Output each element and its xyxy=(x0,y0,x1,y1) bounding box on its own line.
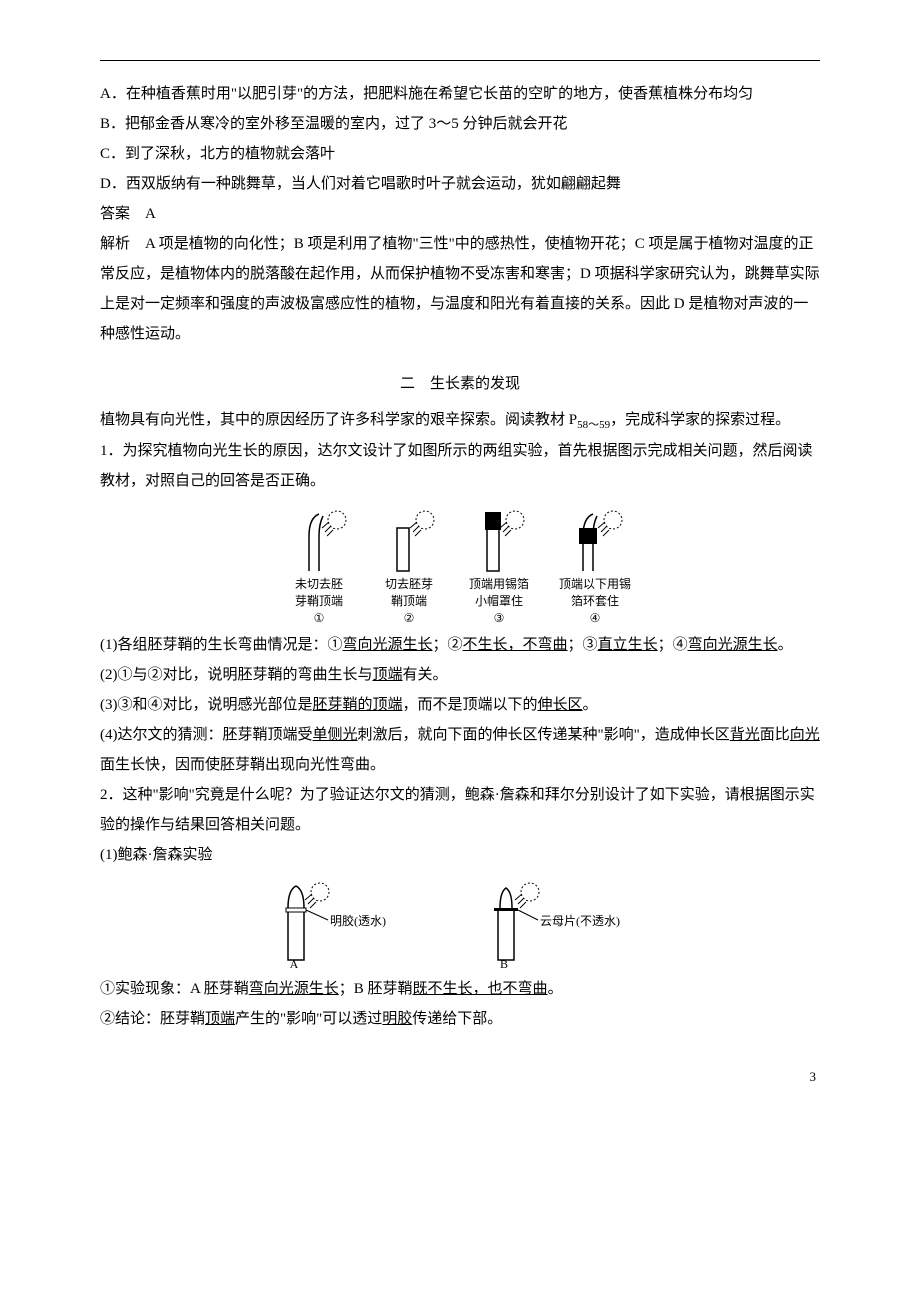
q1-1b: ；② xyxy=(433,637,463,653)
r2u1: 顶端 xyxy=(205,1011,235,1027)
fig1-c3b: 小帽罩住 xyxy=(475,593,523,610)
q1-3b: ，而不是顶端以下的 xyxy=(403,697,538,713)
q1-4b: 刺激后，就向下面的伸长区传递某种"影响"，造成伸长区 xyxy=(358,727,730,743)
fig1-c1b: 芽鞘顶端 xyxy=(295,593,343,610)
r1u2: 既不生长，也不弯曲 xyxy=(413,981,548,997)
r2a: ②结论：胚芽鞘 xyxy=(100,1011,205,1027)
q1-4d: 面生长快，因而使胚芽鞘出现向光性弯曲。 xyxy=(100,757,385,773)
q1-3a: (3)③和④对比，说明感光部位是 xyxy=(100,697,313,713)
fig1-c1a: 未切去胚 xyxy=(295,576,343,593)
fig1-svg-1 xyxy=(289,506,349,576)
q2-text: 2．这种"影响"究竟是什么呢？为了验证达尔文的猜测，鲍森·詹森和拜尔分别设计了如… xyxy=(100,780,820,840)
fig1-c4c: ④ xyxy=(590,610,601,627)
r1u1: 弯向光源生长 xyxy=(249,981,339,997)
option-b: B．把郁金香从寒冷的室外移至温暖的室内，过了 3～5 分钟后就会开花 xyxy=(100,109,820,139)
q1-1c: ；③ xyxy=(568,637,598,653)
q1-3u1: 胚芽鞘的顶端 xyxy=(313,697,403,713)
q1-4u2: 背光 xyxy=(730,727,760,743)
page-number: 3 xyxy=(100,1064,820,1090)
q1-1u2: 不生长，不弯曲 xyxy=(463,637,568,653)
q1-4u3: 向光 xyxy=(790,727,820,743)
q1-3: (3)③和④对比，说明感光部位是胚芽鞘的顶端，而不是顶端以下的伸长区。 xyxy=(100,690,820,720)
q1-1e: 。 xyxy=(778,637,793,653)
answer-line: 答案 A xyxy=(100,199,820,229)
fig1-c2b: 鞘顶端 xyxy=(391,593,427,610)
fig2-b-label2: B xyxy=(500,957,508,970)
fig2-b-label1: 云母片(不透水) xyxy=(540,914,620,928)
q1-text: 1．为探究植物向光生长的原因，达尔文设计了如图所示的两组实验，首先根据图示完成相… xyxy=(100,436,820,496)
fig1-svg-3 xyxy=(469,506,529,576)
fig2-col-b: 云母片(不透水) B xyxy=(480,880,650,970)
q1-4c: 面比 xyxy=(760,727,790,743)
fig1-c4a: 顶端以下用锡 xyxy=(559,576,631,593)
q1-4a: (4)达尔文的猜测：胚芽鞘顶端受 xyxy=(100,727,313,743)
option-c: C．到了深秋，北方的植物就会落叶 xyxy=(100,139,820,169)
result-2: ②结论：胚芽鞘顶端产生的"影响"可以透过明胶传递给下部。 xyxy=(100,1004,820,1034)
figure-row: 未切去胚 芽鞘顶端 ① 切去胚芽 鞘顶端 ② xyxy=(100,506,820,626)
q1-2: (2)①与②对比，说明胚芽鞘的弯曲生长与顶端有关。 xyxy=(100,660,820,690)
fig1-svg-4 xyxy=(563,506,627,576)
r1a: ①实验现象：A 胚芽鞘 xyxy=(100,981,249,997)
fig2-a-label1: 明胶(透水) xyxy=(330,913,386,928)
fig1-c2a: 切去胚芽 xyxy=(385,576,433,593)
option-a: A．在种植香蕉时用"以肥引芽"的方法，把肥料施在希望它长苗的空旷的地方，使香蕉植… xyxy=(100,79,820,109)
fig-col-3: 顶端用锡箔 小帽罩住 ③ xyxy=(469,506,529,626)
r1b: ；B 胚芽鞘 xyxy=(339,981,413,997)
analysis-text: 解析 A 项是植物的向化性；B 项是利用了植物"三性"中的感热性，使植物开花；C… xyxy=(100,229,820,349)
document-page: A．在种植香蕉时用"以肥引芽"的方法，把肥料施在希望它长苗的空旷的地方，使香蕉植… xyxy=(0,0,920,1130)
figure-boysen: 明胶(透水) A 云母片(不透水) B xyxy=(100,880,820,970)
r2b: 产生的"影响"可以透过 xyxy=(235,1011,382,1027)
fig1-c3a: 顶端用锡箔 xyxy=(469,576,529,593)
fig1-c2c: ② xyxy=(404,610,415,627)
intro-sub: 58～59 xyxy=(577,419,610,431)
q2-sub: (1)鲍森·詹森实验 xyxy=(100,840,820,870)
figure-darwin: 未切去胚 芽鞘顶端 ① 切去胚芽 鞘顶端 ② xyxy=(100,506,820,626)
q1-1d: ；④ xyxy=(658,637,688,653)
q1-1: (1)各组胚芽鞘的生长弯曲情况是：①弯向光源生长；②不生长，不弯曲；③直立生长；… xyxy=(100,630,820,660)
fig2-svg-b: 云母片(不透水) B xyxy=(480,880,650,970)
q1-2b: 有关。 xyxy=(403,667,448,683)
fig-col-4: 顶端以下用锡 箔环套住 ④ xyxy=(559,506,631,626)
q1-4: (4)达尔文的猜测：胚芽鞘顶端受单侧光刺激后，就向下面的伸长区传递某种"影响"，… xyxy=(100,720,820,780)
intro-b: ，完成科学家的探索过程。 xyxy=(610,412,790,428)
q1-4u1: 单侧光 xyxy=(313,727,358,743)
fig1-c3c: ③ xyxy=(494,610,505,627)
fig2-svg-a: 明胶(透水) A xyxy=(270,880,420,970)
section-title: 二 生长素的发现 xyxy=(100,369,820,399)
fig1-c4b: 箔环套住 xyxy=(571,593,619,610)
r2u2: 明胶 xyxy=(382,1011,412,1027)
q1-2u: 顶端 xyxy=(373,667,403,683)
fig1-c1c: ① xyxy=(314,610,325,627)
fig2-col-a: 明胶(透水) A xyxy=(270,880,420,970)
top-rule xyxy=(100,60,820,61)
q1-3c: 。 xyxy=(583,697,598,713)
q1-1u3: 直立生长 xyxy=(598,637,658,653)
fig-col-2: 切去胚芽 鞘顶端 ② xyxy=(379,506,439,626)
fig2-a-label2: A xyxy=(290,957,299,970)
intro-text: 植物具有向光性，其中的原因经历了许多科学家的艰辛探索。阅读教材 P58～59，完… xyxy=(100,405,820,436)
q1-2a: (2)①与②对比，说明胚芽鞘的弯曲生长与 xyxy=(100,667,373,683)
option-d: D．西双版纳有一种跳舞草，当人们对着它唱歌时叶子就会运动，犹如翩翩起舞 xyxy=(100,169,820,199)
q1-1u1: 弯向光源生长 xyxy=(343,637,433,653)
intro-a: 植物具有向光性，其中的原因经历了许多科学家的艰辛探索。阅读教材 P xyxy=(100,412,577,428)
figure-row2: 明胶(透水) A 云母片(不透水) B xyxy=(100,880,820,970)
r2c: 传递给下部。 xyxy=(412,1011,502,1027)
r1c: 。 xyxy=(548,981,563,997)
result-1: ①实验现象：A 胚芽鞘弯向光源生长；B 胚芽鞘既不生长，也不弯曲。 xyxy=(100,974,820,1004)
q1-1a: (1)各组胚芽鞘的生长弯曲情况是：① xyxy=(100,637,343,653)
q1-1u4: 弯向光源生长 xyxy=(688,637,778,653)
q1-3u2: 伸长区 xyxy=(538,697,583,713)
fig1-svg-2 xyxy=(379,506,439,576)
fig-col-1: 未切去胚 芽鞘顶端 ① xyxy=(289,506,349,626)
